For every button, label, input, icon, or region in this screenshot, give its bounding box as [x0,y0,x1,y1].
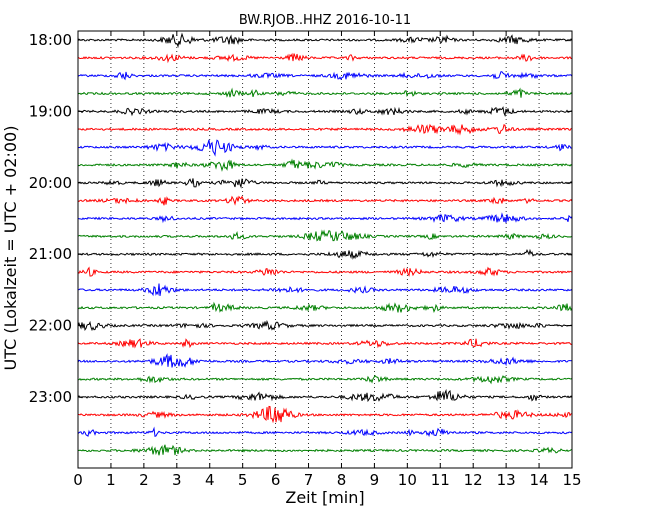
x-tick-label: 4 [205,471,215,489]
y-tick-label: 18:00 [29,31,72,49]
trace-2215 [77,338,573,349]
trace-2000 [77,178,573,189]
trace-2100 [77,248,573,260]
x-tick-label: 9 [370,471,380,489]
trace-1845 [77,87,573,98]
plot-frame [77,30,573,469]
y-axis-label: UTC (Lokalzeit = UTC + 02:00) [1,126,20,371]
trace-2115 [77,266,573,277]
x-tick-label: 10 [398,471,417,489]
trace-2315 [77,405,573,424]
trace-2345 [77,444,573,456]
trace-2300 [77,388,573,403]
trace-1900 [77,106,573,118]
trace-2200 [77,319,573,332]
x-axis-ticks: 0 1 2 3 4 5 6 7 8 9 10 11 12 13 14 15 [73,31,582,489]
x-tick-label: 11 [431,471,450,489]
trace-1945 [77,158,573,172]
vertical-grid [110,31,540,468]
trace-1915 [77,123,573,136]
x-tick-label: 0 [73,471,83,489]
x-tick-label: 1 [106,471,116,489]
y-tick-label: 23:00 [29,388,72,406]
chart-title: BW.RJOB..HHZ 2016-10-11 [239,13,411,28]
plot-area-background [78,31,572,468]
trace-1815 [77,52,573,64]
trace-1930 [77,139,573,157]
y-tick-label: 22:00 [29,317,72,335]
x-tick-label: 15 [562,471,581,489]
y-tick-label: 19:00 [29,102,72,120]
y-tick-label: 21:00 [29,245,72,263]
trace-2145 [77,301,573,313]
trace-2230 [77,353,573,368]
x-tick-label: 6 [271,471,281,489]
x-tick-label: 8 [337,471,347,489]
x-tick-label: 14 [530,471,549,489]
trace-1830 [77,71,573,81]
y-tick-label: 20:00 [29,174,72,192]
trace-2245 [77,374,573,385]
y-axis-ticks: 18:00 19:00 20:00 21:00 22:00 23:00 [29,31,572,406]
trace-2015 [77,195,573,206]
x-tick-label: 12 [464,471,483,489]
trace-2330 [77,426,573,438]
trace-1800 [77,32,573,49]
x-tick-label: 2 [139,471,149,489]
x-tick-label: 5 [238,471,248,489]
x-axis-label: Zeit [min] [285,488,364,507]
seismic-traces [77,32,573,456]
x-tick-label: 13 [497,471,516,489]
trace-2045 [77,229,573,242]
x-tick-label: 3 [172,471,182,489]
trace-2030 [77,212,573,224]
x-tick-label: 7 [304,471,314,489]
trace-2130 [77,283,573,297]
